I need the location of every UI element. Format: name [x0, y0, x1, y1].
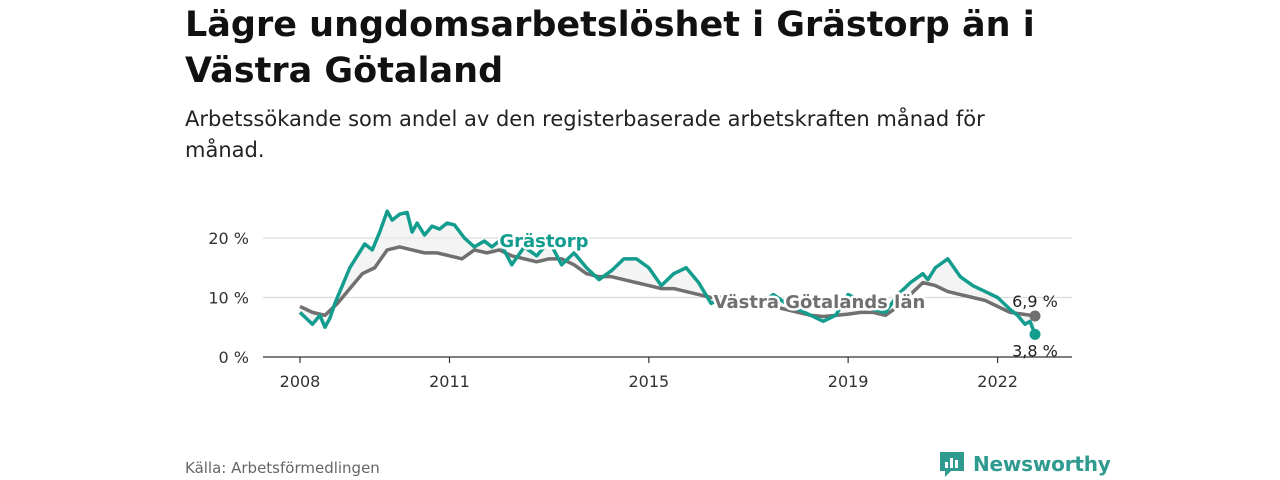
x-tick-label: 2015 [628, 372, 669, 391]
end-point-grastorp [1029, 328, 1041, 340]
chart-subtitle: Arbetssökande som andel av den registerb… [185, 107, 985, 162]
series-label-vastra-gotaland-halo: Västra Götalands län [714, 292, 926, 313]
series-line-vastra-gotaland [299, 245, 1036, 319]
y-tick-label: 20 % [208, 229, 249, 248]
y-tick-label: 10 % [208, 289, 249, 308]
chart-title: Lägre ungdomsarbetslöshet i Grästorp än … [185, 5, 1035, 91]
source-note: Källa: Arbetsförmedlingen [185, 459, 380, 477]
x-tick-label: 2011 [429, 372, 470, 391]
end-label-vastra-gotaland: 6,9 % [1012, 292, 1058, 311]
x-tick-label: 2019 [828, 372, 869, 391]
series-label-vastra-gotaland: Västra Götalands län [714, 292, 926, 313]
newsworthy-logo-icon [940, 452, 964, 477]
series-label-grastorp-halo: Grästorp [499, 231, 588, 252]
end-label-grastorp: 3,8 % [1012, 341, 1058, 360]
series-line-grastorp [298, 209, 1037, 336]
x-tick-label: 2008 [280, 372, 321, 391]
y-tick-label: 0 % [219, 348, 249, 367]
series-label-grastorp: Grästorp [499, 231, 588, 252]
brand-logo[interactable]: Newsworthy [937, 449, 1111, 479]
brand-name: Newsworthy [973, 452, 1111, 476]
end-point-vastra-gotaland [1029, 310, 1041, 322]
x-tick-label: 2022 [977, 372, 1018, 391]
